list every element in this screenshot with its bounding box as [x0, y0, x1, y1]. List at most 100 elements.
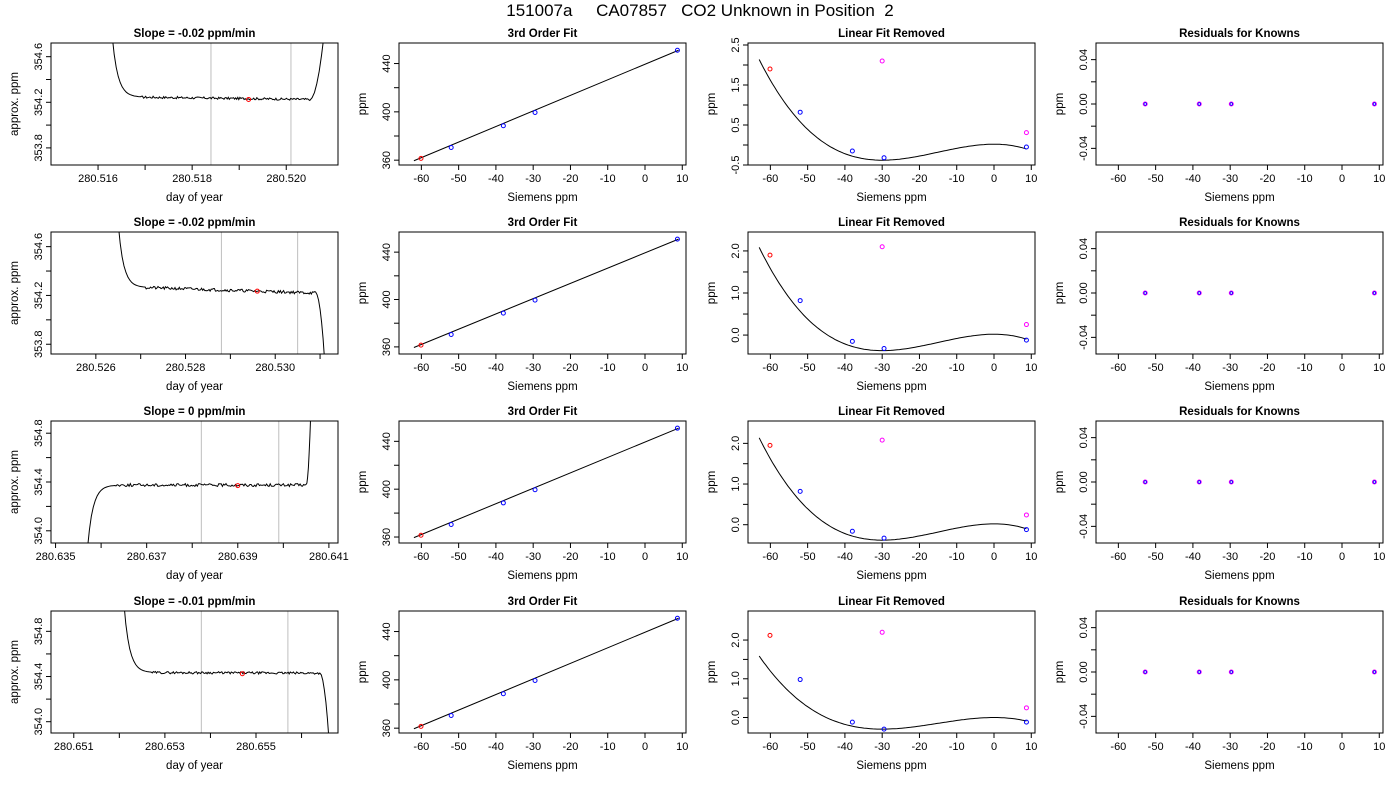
unknown-mean-point: [235, 483, 241, 489]
panel-3-3: Residuals for Knowns Siemens ppm ppm -60 -50…: [1054, 596, 1385, 772]
x-tick-label: -40: [488, 551, 504, 563]
x-tick-label: 280.637: [127, 551, 167, 563]
panel-0-1: 3rd Order Fit Siemens ppm ppm -60 -50 -40 -30 -…: [357, 28, 688, 204]
residual-point-inner: [1229, 670, 1233, 674]
residual-point: [879, 629, 885, 635]
plot-area: [413, 47, 680, 162]
y-axis-label: approx. ppm: [9, 450, 21, 514]
residual-point-inner: [1143, 670, 1147, 674]
x-tick-label: 10: [676, 173, 688, 185]
panel-2-3: Residuals for Knowns Siemens ppm ppm -60 -50…: [1054, 406, 1385, 582]
x-tick-label: -30: [874, 551, 890, 563]
plot-frame: [747, 610, 1036, 734]
x-tick-label: 0: [991, 741, 997, 753]
y-tick-label: 0.0: [730, 710, 742, 725]
y-tick-label: 0.04: [1078, 427, 1090, 448]
panel-title: 3rd Order Fit: [508, 406, 578, 418]
x-tick-label: -30: [525, 741, 541, 753]
panel-3-1: 3rd Order Fit Siemens ppm ppm -60 -50 -40 -30 -…: [357, 596, 688, 772]
known-point: [674, 236, 680, 242]
x-tick-label: 0: [1339, 741, 1345, 753]
panel-3-2: Linear Fit Removed Siemens ppm ppm -60 -50 -4…: [706, 596, 1037, 772]
known-point: [448, 144, 454, 150]
y-tick-label: 354.8: [33, 419, 45, 447]
x-tick-label: -10: [949, 173, 965, 185]
x-tick-label: 0: [991, 362, 997, 374]
y-tick-label: 360: [381, 719, 393, 737]
residual-point: [1371, 101, 1377, 107]
x-tick-label: 10: [1025, 551, 1037, 563]
panel-2-1: 3rd Order Fit Siemens ppm ppm -60 -50 -40 -30 -…: [357, 406, 688, 582]
unknown-point: [418, 532, 424, 538]
y-axis-label: ppm: [1054, 93, 1066, 115]
y-axis-label: ppm: [706, 471, 718, 493]
plot-frame: [747, 420, 1036, 544]
plot-area: [124, 611, 329, 733]
panel-title: Linear Fit Removed: [838, 28, 945, 40]
x-tick-label: -20: [1260, 551, 1276, 563]
x-tick-label: -40: [1185, 362, 1201, 374]
x-tick-label: -60: [1110, 362, 1126, 374]
plot-frame: [398, 420, 687, 544]
y-tick-label: 360: [381, 151, 393, 169]
panel-title: 3rd Order Fit: [508, 596, 578, 608]
y-tick-label: 0.04: [1078, 238, 1090, 259]
y-tick-label: 360: [381, 338, 393, 356]
x-tick-label: -10: [600, 741, 616, 753]
panel-title: Linear Fit Removed: [838, 217, 945, 229]
known-point: [1023, 337, 1029, 343]
known-point: [797, 109, 803, 115]
x-tick-label: -10: [1297, 551, 1313, 563]
panel-title: Slope = -0.02 ppm/min: [134, 28, 256, 40]
y-tick-label: 353.8: [33, 330, 45, 358]
x-tick-label: -10: [949, 551, 965, 563]
y-tick-label: 440: [381, 54, 393, 72]
residual-point: [1196, 101, 1202, 107]
plot-frame: [50, 420, 339, 544]
residual-point: [1196, 669, 1202, 675]
x-axis-label: Siemens ppm: [1204, 192, 1274, 204]
x-tick-label: 280.641: [309, 551, 349, 563]
panel-title: 3rd Order Fit: [508, 217, 578, 229]
unknown-mean-point: [246, 96, 252, 102]
known-point: [881, 155, 887, 161]
known-point: [500, 691, 506, 697]
residual-point-inner: [1143, 480, 1147, 484]
y-tick-label: 354.4: [33, 663, 45, 691]
y-tick-label: 2.0: [730, 436, 742, 451]
plot-area: [758, 437, 1029, 541]
known-point: [674, 47, 680, 53]
x-tick-label: -30: [1222, 551, 1238, 563]
x-tick-label: 10: [1025, 362, 1037, 374]
x-tick-label: -10: [949, 741, 965, 753]
x-tick-label: -20: [912, 173, 928, 185]
x-tick-label: -60: [762, 362, 778, 374]
y-axis-label: ppm: [706, 661, 718, 683]
x-tick-label: -60: [413, 362, 429, 374]
known-point: [849, 528, 855, 534]
x-tick-label: -50: [451, 362, 467, 374]
residual-point: [1228, 290, 1234, 296]
y-axis-label: approx. ppm: [9, 72, 21, 136]
panel-0-3: Residuals for Knowns Siemens ppm ppm -60 -50…: [1054, 28, 1385, 204]
known-point: [674, 425, 680, 431]
x-tick-label: -20: [912, 551, 928, 563]
x-tick-label: 280.526: [76, 362, 116, 374]
x-tick-label: -60: [1110, 551, 1126, 563]
x-tick-label: -20: [563, 362, 579, 374]
y-tick-label: 2.0: [730, 243, 742, 258]
x-tick-label: -20: [1260, 173, 1276, 185]
y-tick-label: 400: [381, 480, 393, 498]
fit-curve: [758, 655, 1027, 730]
plot-frame: [1095, 42, 1384, 166]
x-tick-label: 0: [642, 551, 648, 563]
x-axis-label: Siemens ppm: [856, 570, 926, 582]
y-axis-label: approx. ppm: [9, 640, 21, 704]
residual-point: [879, 58, 885, 64]
x-axis-label: day of year: [166, 760, 223, 772]
y-tick-label: 0.00: [1078, 661, 1090, 682]
residual-point-inner: [1197, 480, 1201, 484]
known-point: [849, 719, 855, 725]
x-tick-label: -20: [563, 551, 579, 563]
x-tick-label: -60: [762, 551, 778, 563]
